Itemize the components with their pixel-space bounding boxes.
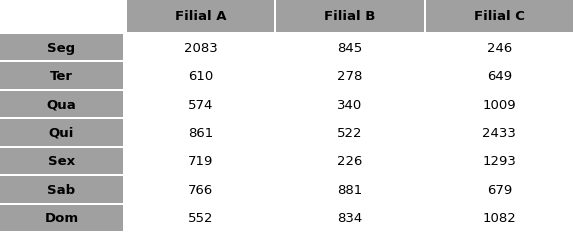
Bar [276, 148, 423, 174]
Bar [0, 148, 123, 174]
Bar [426, 176, 573, 203]
Bar [276, 91, 423, 118]
Text: Ter: Ter [50, 70, 73, 83]
Text: 845: 845 [337, 42, 363, 55]
Text: 1082: 1082 [482, 211, 516, 224]
Text: 881: 881 [337, 183, 363, 196]
Bar [0, 63, 123, 89]
Bar [127, 205, 274, 231]
Text: 340: 340 [337, 98, 363, 111]
Text: Qua: Qua [46, 98, 76, 111]
Bar [0, 91, 123, 118]
Text: Filial C: Filial C [474, 10, 525, 23]
Text: 861: 861 [188, 126, 213, 139]
Bar [0, 205, 123, 231]
Bar [0, 176, 123, 203]
Bar [127, 35, 274, 61]
Text: 1293: 1293 [482, 155, 516, 168]
Bar [127, 0, 274, 33]
Text: Sab: Sab [48, 183, 76, 196]
Text: Seg: Seg [48, 42, 76, 55]
Bar [127, 148, 274, 174]
Text: 246: 246 [486, 42, 512, 55]
Bar [0, 120, 123, 146]
Bar [127, 63, 274, 89]
Text: Sex: Sex [48, 155, 75, 168]
Text: 766: 766 [188, 183, 213, 196]
Text: Dom: Dom [45, 211, 79, 224]
Text: 649: 649 [487, 70, 512, 83]
Bar [0, 0, 125, 33]
Bar [276, 0, 423, 33]
Bar [426, 91, 573, 118]
Bar [127, 91, 274, 118]
Bar [426, 35, 573, 61]
Bar [426, 120, 573, 146]
Bar [127, 176, 274, 203]
Text: 226: 226 [337, 155, 363, 168]
Bar [276, 35, 423, 61]
Bar [276, 120, 423, 146]
Bar [276, 63, 423, 89]
Text: 278: 278 [337, 70, 363, 83]
Bar [426, 205, 573, 231]
Bar [0, 35, 123, 61]
Text: 834: 834 [337, 211, 363, 224]
Bar [426, 0, 573, 33]
Text: 719: 719 [188, 155, 213, 168]
Text: Qui: Qui [49, 126, 74, 139]
Text: 574: 574 [188, 98, 213, 111]
Bar [276, 176, 423, 203]
Text: 522: 522 [337, 126, 363, 139]
Text: Filial B: Filial B [324, 10, 376, 23]
Text: 552: 552 [188, 211, 213, 224]
Bar [276, 205, 423, 231]
Text: 2083: 2083 [184, 42, 218, 55]
Bar [127, 120, 274, 146]
Text: 679: 679 [486, 183, 512, 196]
Bar [426, 148, 573, 174]
Text: Filial A: Filial A [175, 10, 226, 23]
Text: 610: 610 [188, 70, 213, 83]
Bar [426, 63, 573, 89]
Text: 1009: 1009 [482, 98, 516, 111]
Text: 2433: 2433 [482, 126, 516, 139]
